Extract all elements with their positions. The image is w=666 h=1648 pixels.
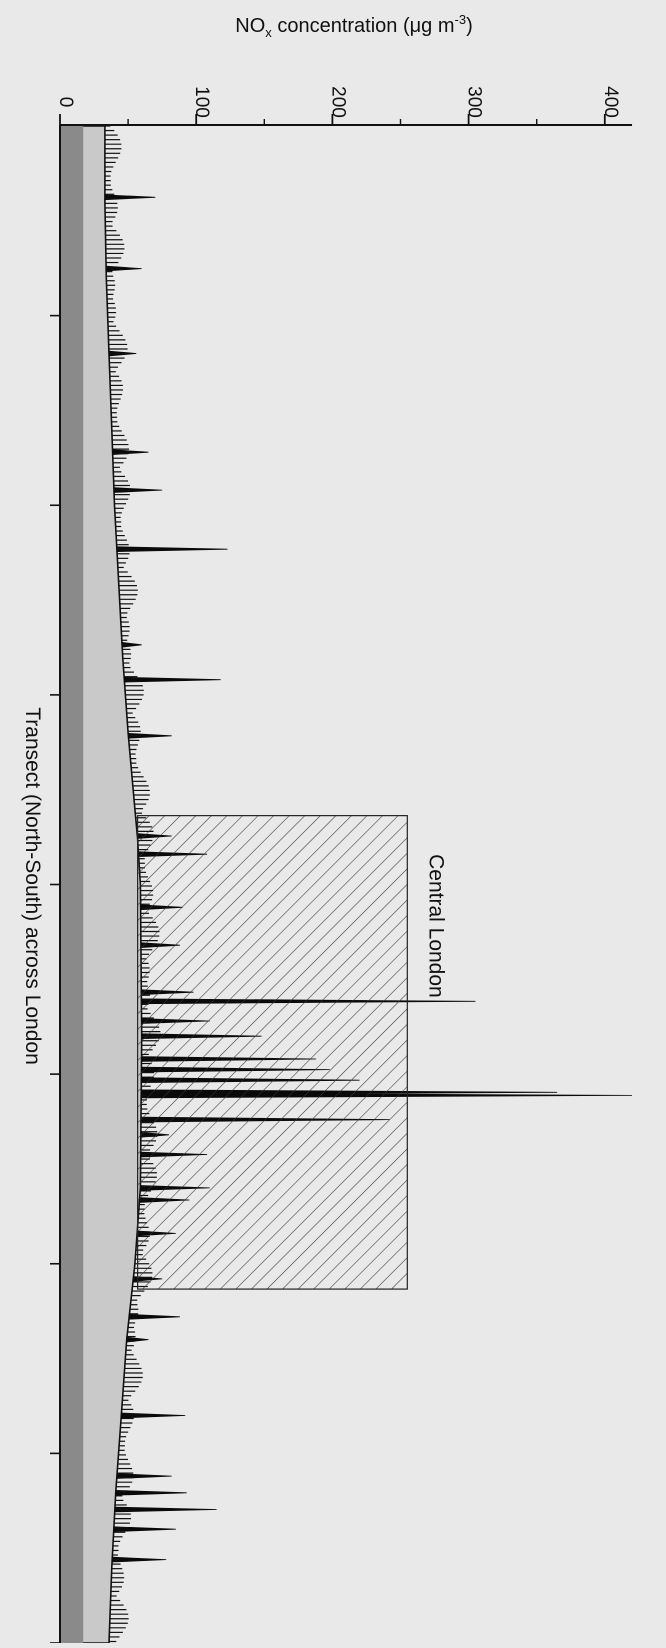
peak-29	[128, 1313, 180, 1320]
y-tick-label-0: 0	[55, 97, 76, 108]
x-axis-label: Transect (North-South) across London	[21, 707, 44, 1065]
peak-5	[116, 546, 228, 553]
peak-35	[113, 1526, 176, 1533]
peak-7	[123, 676, 221, 683]
central-london-label: Central London	[424, 854, 447, 998]
data-layers	[60, 126, 143, 1643]
layer-lower-band	[60, 126, 84, 1643]
y-tick-label-400: 400	[600, 86, 621, 118]
y-tick-label-300: 300	[464, 86, 485, 118]
y-axis-label: NOx concentration (μg m-3)	[235, 12, 472, 40]
central-london-box	[137, 815, 408, 1290]
axes: 0 100 200 300 400	[50, 86, 633, 1644]
peak-4	[113, 487, 163, 493]
peak-31	[120, 1412, 186, 1419]
y-tick-label-200: 200	[327, 86, 348, 118]
peak-0	[104, 194, 156, 201]
y-tick-label-100: 100	[191, 86, 212, 118]
central-london-annotation: Central London	[137, 815, 447, 1290]
peak-33	[115, 1489, 187, 1496]
